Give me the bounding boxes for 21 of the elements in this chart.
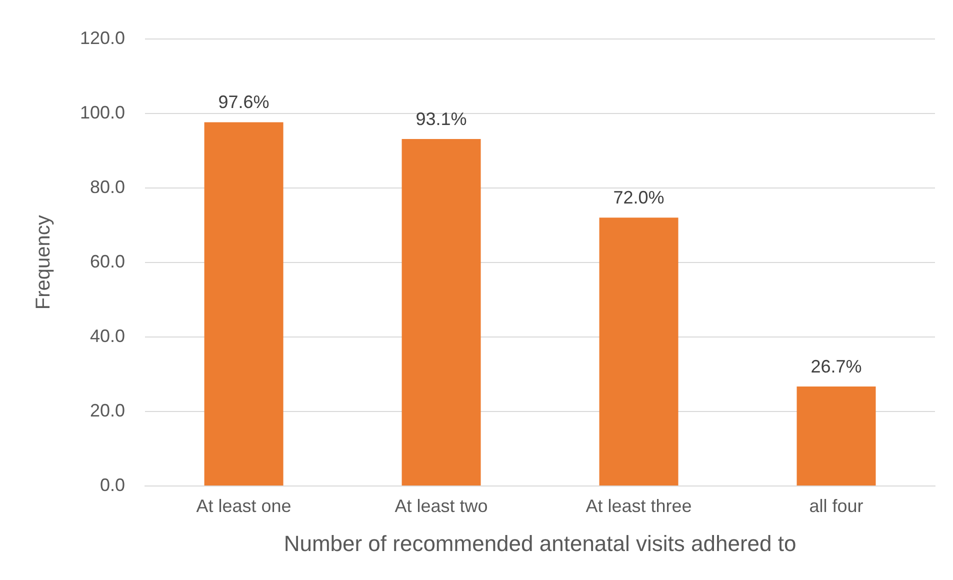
data-label: 93.1% xyxy=(416,109,467,130)
x-tick-label: At least two xyxy=(394,496,488,516)
x-axis-title: Number of recommended antenatal visits adhered to xyxy=(284,530,796,556)
bar xyxy=(796,386,876,486)
x-tick-label: all four xyxy=(809,496,864,516)
y-tick-label: 120.0 xyxy=(80,28,126,48)
y-tick-label: 80.0 xyxy=(90,176,126,197)
data-label: 97.6% xyxy=(218,92,270,112)
data-label: 26.7% xyxy=(810,356,862,376)
y-tick-label: 60.0 xyxy=(90,251,126,272)
x-tick-label: At least three xyxy=(586,496,692,516)
data-label: 72.0% xyxy=(613,188,664,208)
bar xyxy=(599,218,678,486)
y-tick-label: 100.0 xyxy=(80,102,126,122)
x-tick-label: At least one xyxy=(196,496,292,516)
bar xyxy=(402,139,481,486)
bar xyxy=(204,122,284,486)
y-tick-label: 0.0 xyxy=(100,474,126,495)
y-tick-label: 20.0 xyxy=(90,400,126,420)
y-tick-label: 40.0 xyxy=(90,326,126,346)
y-axis-title: Frequency xyxy=(32,215,55,310)
